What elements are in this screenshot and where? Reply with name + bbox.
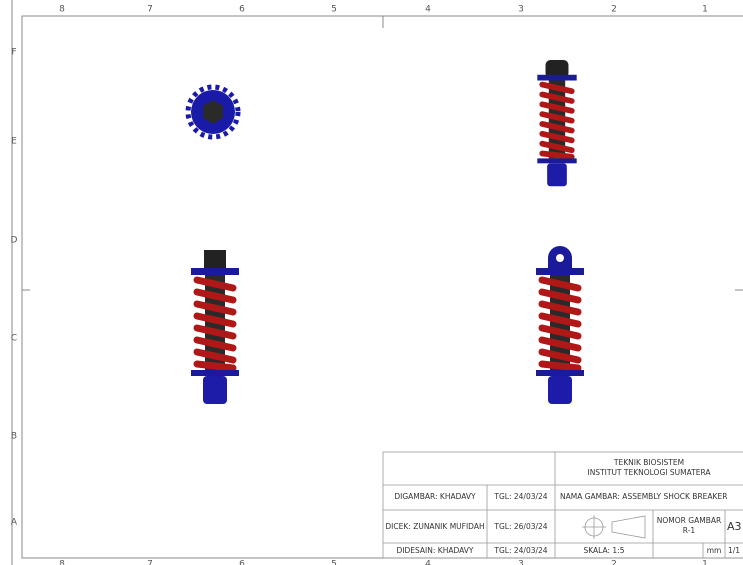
row-label: E [11, 137, 17, 147]
top-view [188, 87, 238, 137]
column-label: 6 [239, 560, 245, 565]
row-label: F [11, 48, 16, 58]
column-label: 2 [611, 5, 617, 15]
row-label: B [11, 432, 17, 442]
drawn-date: TGL: 24/03/24 [493, 492, 547, 501]
column-label: 8 [59, 560, 65, 565]
column-label: 2 [611, 560, 617, 565]
sheet-frame [12, 0, 743, 565]
drawn-by: DIGAMBAR: KHADAVY [394, 492, 476, 501]
column-label: 7 [147, 5, 153, 15]
drawing-number: R-1 [683, 526, 696, 535]
column-label: 6 [239, 5, 245, 15]
designed-date: TGL: 24/03/24 [493, 546, 547, 555]
scale: SKALA: 1:5 [583, 546, 624, 555]
sheet-size: A3 [727, 520, 742, 533]
checked-date: TGL: 26/03/24 [493, 522, 547, 531]
column-label: 1 [702, 5, 708, 15]
institution-line: INSTITUT TEKNOLOGI SUMATERA [587, 468, 711, 477]
isometric-view [537, 60, 576, 186]
row-label: A [11, 518, 18, 528]
front-view [191, 250, 239, 404]
border-labels: 8 7 6 5 4 3 2 1 8 7 6 5 4 3 2 1 F E D C B A [11, 5, 708, 565]
row-label: D [11, 236, 18, 246]
column-label: 4 [425, 560, 431, 565]
title-block: TEKNIK BIOSISTEM INSTITUT TEKNOLOGI SUMA… [383, 452, 743, 558]
designed-by: DIDESAIN: KHADAVY [397, 546, 474, 555]
unit: mm [707, 546, 722, 555]
column-label: 4 [425, 5, 431, 15]
drawing-sheet: 8 7 6 5 4 3 2 1 8 7 6 5 4 3 2 1 F E D C B A TEKNIK BIOSISTEM … [0, 0, 743, 565]
column-label: 3 [518, 560, 524, 565]
column-label: 3 [518, 5, 524, 15]
drawing-name: NAMA GAMBAR: ASSEMBLY SHOCK BREAKER [560, 492, 727, 501]
row-label: C [11, 334, 17, 344]
column-label: 7 [147, 560, 153, 565]
column-label: 5 [331, 560, 337, 565]
side-view [536, 246, 584, 404]
column-label: 1 [702, 560, 708, 565]
drawing-number-label: NOMOR GAMBAR [657, 516, 721, 525]
checked-by: DICEK: ZUNANIK MUFIDAH [385, 522, 484, 531]
institution-line: TEKNIK BIOSISTEM [613, 458, 684, 467]
sheet-number: 1/1 [728, 546, 740, 555]
column-label: 5 [331, 5, 337, 15]
column-label: 8 [59, 5, 65, 15]
